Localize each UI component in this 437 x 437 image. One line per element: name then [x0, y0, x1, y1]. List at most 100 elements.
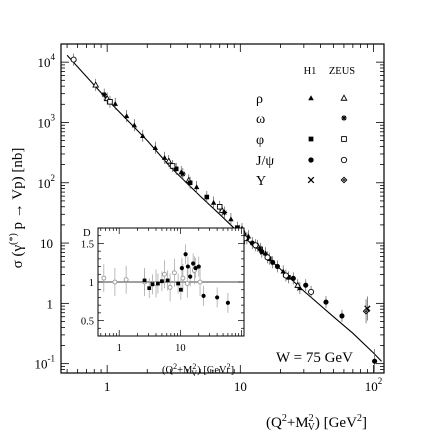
y-tick-label: 103	[38, 112, 56, 130]
legend-marker-zeus	[340, 176, 348, 184]
data-point	[165, 157, 173, 164]
data-point	[210, 199, 217, 205]
inset-data-point	[201, 293, 206, 298]
data-point	[70, 56, 77, 63]
inset-x-axis-label: (Q2+M2 V) [GeV2]	[162, 362, 234, 378]
ylabel-rest: p → Vp) [nb]	[10, 148, 26, 234]
legend-marker-h1	[308, 136, 314, 142]
inset-y-tick-label: 1.5	[81, 239, 94, 250]
legend-label: ρ	[256, 92, 263, 107]
inset-data-point	[215, 295, 220, 300]
data-point	[107, 99, 113, 105]
data-point	[173, 166, 179, 172]
legend-label: φ	[256, 133, 264, 148]
inset-data-point	[101, 275, 107, 281]
inset-data-points	[101, 244, 230, 313]
data-point	[280, 268, 286, 274]
data-point	[180, 171, 186, 177]
data-point	[169, 163, 176, 169]
legend-marker-zeus	[341, 136, 347, 142]
legend-col-h1: H1	[304, 66, 317, 77]
inset-data-point	[184, 281, 190, 286]
legend-label: ω	[256, 112, 265, 127]
y-tick-label: 10-1	[35, 354, 56, 372]
data-point	[303, 282, 309, 288]
inset-data-point	[147, 286, 152, 291]
main-plot-frame	[60, 43, 385, 374]
data-point	[274, 263, 280, 269]
data-point	[323, 299, 329, 305]
data-point	[152, 145, 159, 150]
legend-label: Υ	[256, 174, 266, 189]
inset-y-tick-label: 0.5	[81, 317, 94, 328]
data-point	[193, 184, 200, 190]
data-point	[187, 180, 193, 186]
legend-marker-zeus	[340, 94, 348, 101]
inset-data-point	[185, 264, 190, 269]
legend: H1 ZEUS ρωφ J/ψ Υ	[256, 66, 355, 189]
inset-data-point	[167, 284, 173, 290]
x-axis-label: (Q2+M2 V) [GeV2]	[266, 413, 367, 433]
inset-data-point	[191, 261, 196, 266]
inset-data-point	[142, 278, 147, 283]
y-tick-label: 102	[38, 173, 56, 191]
data-point	[262, 250, 269, 256]
data-point	[204, 194, 210, 200]
data-point	[308, 288, 315, 295]
data-point	[252, 242, 259, 249]
x-tick-label: 102	[365, 376, 383, 394]
data-point	[264, 254, 271, 261]
inset-data-point	[123, 277, 129, 283]
data-point	[290, 275, 296, 281]
inset-data-point	[112, 279, 118, 285]
y-tick-label: 10	[40, 236, 53, 251]
data-point	[131, 122, 138, 128]
data-point	[362, 307, 370, 315]
x-tick-label: 1	[104, 379, 111, 394]
x-tick-label: 10	[234, 379, 247, 394]
data-point	[259, 249, 265, 255]
legend-label: J/ψ	[256, 154, 274, 169]
legend-marker-h1	[307, 176, 315, 184]
energy-annotation: W = 75 GeV	[276, 350, 353, 366]
inset-data-point	[183, 252, 188, 257]
data-point	[228, 216, 234, 222]
inset-data-point	[197, 279, 203, 285]
main-data-points	[70, 53, 378, 373]
inset-tick-labels: 1 10 0.5 1 1.5	[81, 239, 186, 354]
legend-marker-zeus	[341, 115, 347, 121]
legend-marker-zeus	[340, 156, 348, 164]
data-point	[221, 209, 228, 216]
data-point	[123, 113, 130, 119]
inset-data-point	[180, 275, 186, 281]
data-point	[216, 204, 223, 210]
data-point	[372, 358, 378, 364]
data-point	[286, 275, 291, 280]
data-point	[140, 133, 146, 138]
legend-marker-h1	[308, 157, 314, 163]
data-point	[339, 313, 345, 319]
inset-plot: 1 10 0.5 1 1.5 D (Q2+M2 V) [GeV2]	[81, 227, 245, 378]
inset-data-point	[193, 266, 198, 271]
ylabel-sup: (*)	[8, 233, 19, 245]
inset-data-point	[188, 274, 193, 279]
data-point	[282, 272, 289, 279]
y-tick-label: 104	[38, 52, 56, 70]
inset-data-point	[179, 266, 184, 271]
data-point	[112, 100, 118, 106]
inset-x-tick-label: 1	[117, 343, 122, 354]
data-point	[92, 81, 100, 88]
inset-data-point	[162, 271, 167, 277]
inset-y-tick-label: 1	[89, 278, 94, 289]
y-axis-label: σ (γ(*) p → Vp) [nb]	[8, 148, 26, 269]
data-point	[270, 259, 276, 265]
legend-col-zeus: ZEUS	[329, 66, 355, 77]
inset-axis-ticks	[98, 227, 244, 337]
inset-data-point	[178, 287, 183, 292]
inset-data-point	[156, 281, 160, 286]
data-point	[258, 246, 263, 252]
data-point	[161, 155, 168, 160]
legend-marker-h1	[308, 95, 314, 101]
